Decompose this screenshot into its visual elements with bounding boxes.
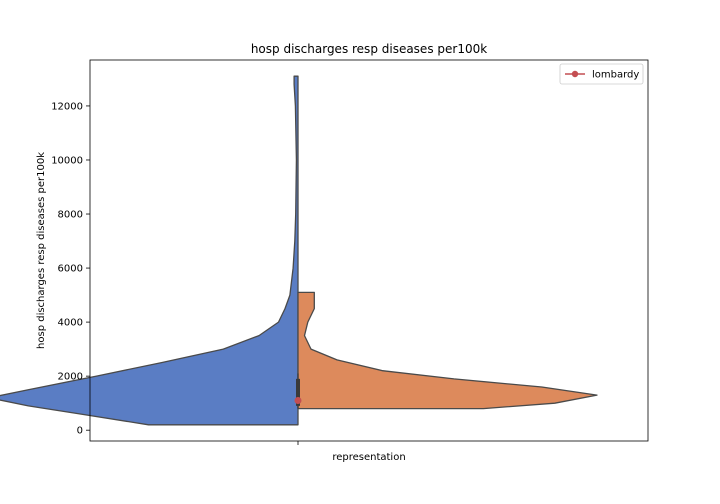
- chart-title: hosp discharges resp diseases per100k: [251, 42, 487, 56]
- plot-area: [0, 59, 649, 442]
- inner-box-iqr: [296, 378, 300, 406]
- violin-half-left: [0, 75, 299, 426]
- y-tick-label: 4000: [58, 318, 83, 329]
- y-tick-label: 2000: [58, 372, 83, 383]
- legend[interactable]: lombardy: [559, 63, 644, 85]
- x-axis-label: representation: [332, 452, 405, 463]
- plot-frame: [89, 59, 649, 442]
- legend-marker-lombardy: [571, 70, 579, 78]
- y-axis-label: hosp discharges resp diseases per100k: [36, 152, 47, 349]
- point-lombardy: [294, 396, 302, 404]
- y-axis: 0 2000 4000 6000 8000 10000 12000: [51, 101, 90, 437]
- y-tick-label: 12000: [51, 101, 83, 112]
- y-tick-label: 10000: [51, 155, 83, 166]
- y-tick-label: 8000: [58, 210, 83, 221]
- y-tick-label: 0: [77, 426, 83, 437]
- y-tick-label: 6000: [58, 264, 83, 275]
- legend-label-lombardy: lombardy: [592, 70, 639, 81]
- violin-half-right: [297, 291, 598, 410]
- legend-box: [559, 63, 644, 85]
